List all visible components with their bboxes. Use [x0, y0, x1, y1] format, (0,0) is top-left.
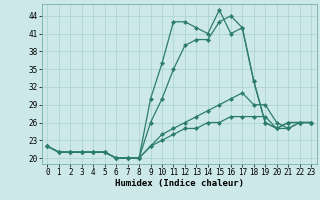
X-axis label: Humidex (Indice chaleur): Humidex (Indice chaleur) [115, 179, 244, 188]
